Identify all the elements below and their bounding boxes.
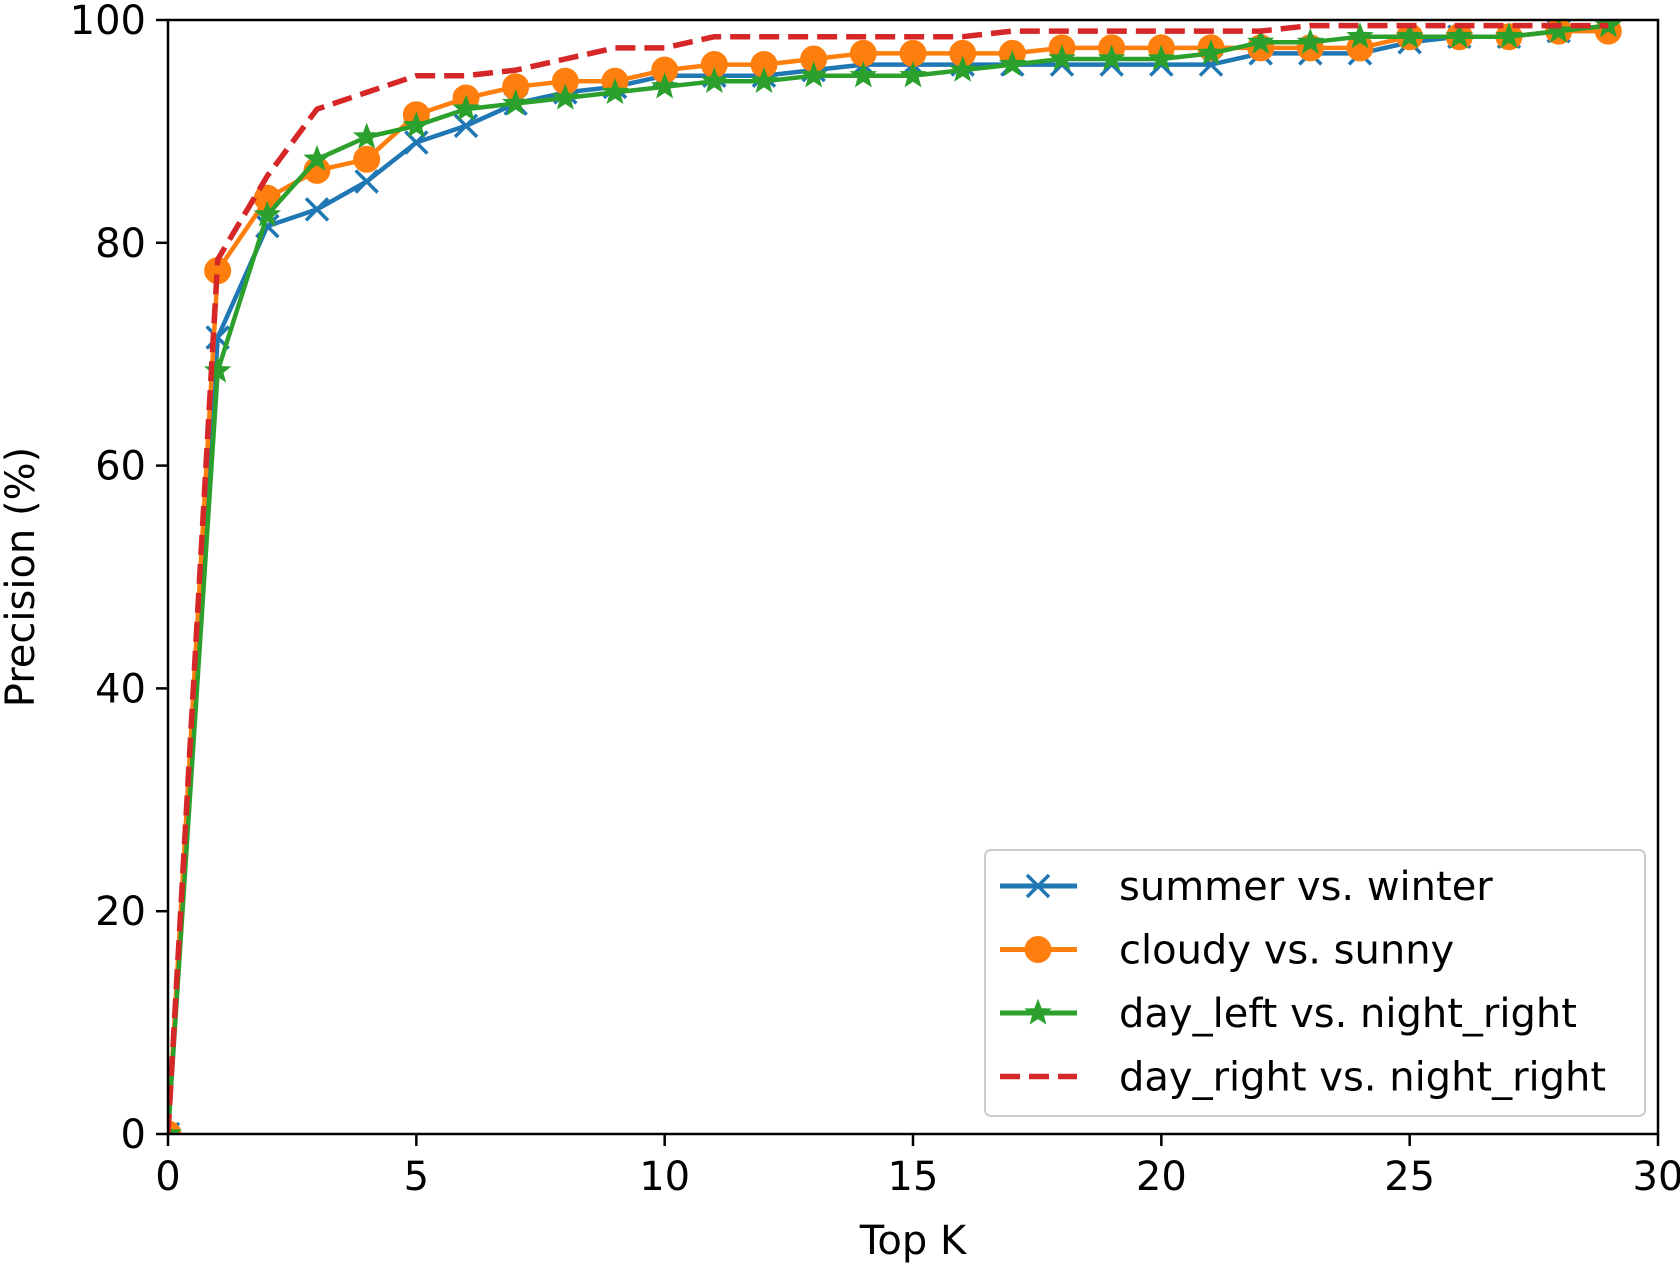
axis-layer: 0 5 10 15 20 25 30 0 20 40 60 80 100: [70, 0, 1680, 1200]
legend-item-cloudy-vs-sunny: cloudy vs. sunny: [1000, 928, 1454, 974]
data-point-day-left-vs-night-right: [352, 122, 381, 149]
x-axis-label: Top K: [859, 1218, 968, 1264]
data-point-day-left-vs-night-right: [948, 55, 977, 82]
data-point-day-left-vs-night-right: [551, 83, 580, 110]
x-tick-label: 10: [639, 1154, 690, 1200]
series-day-left-vs-night-right: [168, 20, 1623, 1134]
y-tick-label: 80: [95, 221, 146, 267]
data-point-day-left-vs-night-right: [303, 144, 331, 171]
data-point-day-left-vs-night-right: [1197, 38, 1225, 66]
x-tick-label: 5: [404, 1154, 429, 1200]
legend: summer vs. winter cloudy vs. sunny day_lef…: [984, 849, 1646, 1117]
data-point-day-left-vs-night-right: [168, 1119, 182, 1134]
data-point-day-left-vs-night-right: [1395, 22, 1424, 49]
y-tick-label: 0: [121, 1112, 146, 1158]
legend-marker: [1024, 998, 1052, 1025]
series-line-day-right-vs-night-right: [168, 22, 1609, 1134]
x-tick-label: 15: [888, 1154, 939, 1200]
y-tick-label: 60: [95, 444, 146, 490]
legend-item-day-right-vs-night-right: day_right vs. night_right: [1000, 1055, 1606, 1101]
data-point-day-left-vs-night-right: [402, 111, 431, 138]
data-point-day-left-vs-night-right: [650, 72, 679, 99]
data-point-day-left-vs-night-right: [1495, 22, 1523, 49]
data-point-day-left-vs-night-right: [1097, 44, 1126, 71]
x-tick-label: 25: [1384, 1154, 1435, 1200]
data-point-day-left-vs-night-right: [501, 89, 530, 116]
series-line-day-left-vs-night-right: [168, 23, 1609, 1134]
data-point-day-left-vs-night-right: [1296, 27, 1325, 54]
data-point-day-left-vs-night-right: [203, 356, 232, 383]
legend-item-day-left-vs-night-right: day_left vs. night_right: [1000, 991, 1577, 1037]
legend-item-summer-vs-winter: summer vs. winter: [1000, 864, 1493, 910]
data-point-day-left-vs-night-right: [1445, 22, 1474, 49]
data-point-day-left-vs-night-right: [1147, 44, 1176, 71]
data-point-day-left-vs-night-right: [452, 94, 480, 121]
legend-label: summer vs. winter: [1119, 864, 1493, 910]
x-tick-label: 30: [1633, 1154, 1680, 1200]
data-point-day-left-vs-night-right: [750, 66, 778, 93]
y-axis-label: Precision (%): [0, 447, 44, 707]
legend-marker: [1024, 936, 1052, 963]
legend-label: day_right vs. night_right: [1119, 1055, 1606, 1101]
data-point-day-left-vs-night-right: [700, 66, 729, 93]
data-point-day-left-vs-night-right: [1346, 22, 1374, 49]
data-point-day-left-vs-night-right: [849, 61, 878, 88]
y-tick-label: 20: [95, 889, 146, 935]
legend-label: cloudy vs. sunny: [1119, 928, 1454, 974]
data-point-summer-vs-winter: [304, 197, 330, 222]
series-layer: [168, 20, 1623, 1134]
legend-marker: [1025, 873, 1051, 899]
y-tick-label: 40: [95, 666, 146, 712]
y-tick-label: 100: [70, 0, 146, 44]
data-point-summer-vs-winter: [354, 169, 379, 194]
legend-box: [984, 849, 1646, 1117]
data-point-day-left-vs-night-right: [601, 77, 629, 105]
data-point-day-left-vs-night-right: [899, 61, 927, 88]
legend-label: day_left vs. night_right: [1119, 991, 1577, 1037]
series-day-right-vs-night-right: [168, 22, 1609, 1134]
x-tick-label: 20: [1136, 1154, 1187, 1200]
data-point-cloudy-vs-sunny: [353, 145, 381, 173]
data-point-day-left-vs-night-right: [1048, 44, 1076, 71]
data-point-day-left-vs-night-right: [998, 50, 1027, 77]
x-tick-label: 0: [155, 1154, 180, 1200]
data-point-day-left-vs-night-right: [799, 61, 828, 88]
data-point-day-left-vs-night-right: [253, 200, 282, 227]
data-point-day-left-vs-night-right: [1246, 27, 1275, 54]
